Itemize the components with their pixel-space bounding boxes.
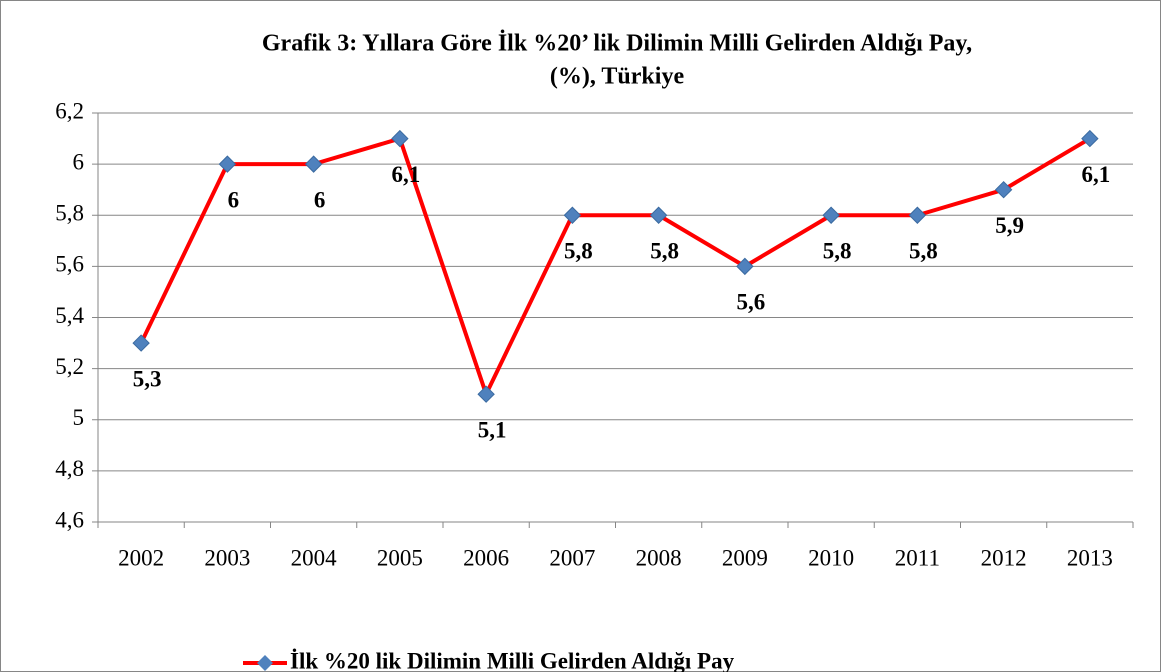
point-marker [736, 257, 754, 276]
y-tick-label: 4,6 [55, 507, 84, 532]
y-tick-label: 5,6 [55, 252, 84, 277]
point-marker [563, 206, 582, 224]
y-tick-label: 4,8 [55, 456, 84, 481]
y-tick-label: 5,2 [55, 354, 84, 379]
x-tick-label: 2010 [808, 545, 854, 570]
x-tick-label: 2009 [722, 545, 768, 570]
x-tick-label: 2011 [895, 545, 940, 570]
x-tick-label: 2012 [981, 545, 1027, 570]
x-tick-label: 2005 [377, 545, 423, 570]
x-tick-label: 2006 [463, 545, 509, 570]
point-marker [822, 206, 840, 224]
data-label: 5,8 [564, 239, 593, 264]
data-label: 5,6 [737, 290, 766, 315]
x-tick-label: 2003 [204, 545, 250, 570]
data-label: 6,1 [1082, 162, 1111, 187]
point-marker [391, 129, 409, 148]
data-label: 5,8 [650, 239, 679, 264]
data-label: 5,9 [995, 213, 1024, 238]
point-marker [994, 180, 1013, 199]
x-tick-label: 2004 [291, 545, 338, 570]
point-marker [908, 206, 927, 224]
point-marker [1081, 129, 1099, 148]
point-marker [304, 155, 323, 173]
x-tick-label: 2007 [549, 545, 595, 570]
legend-marker [257, 655, 273, 671]
data-label: 5,8 [823, 239, 852, 264]
y-tick-label: 5 [73, 405, 85, 430]
series-line [139, 136, 1091, 397]
chart-title: (%), Türkiye [550, 64, 685, 90]
y-tick-label: 5,8 [55, 201, 84, 226]
y-tick-label: 6,2 [55, 98, 84, 123]
data-label: 6 [228, 187, 240, 212]
x-tick-label: 2002 [118, 545, 164, 570]
x-tick-label: 2013 [1067, 545, 1113, 570]
point-marker [477, 385, 495, 403]
data-label: 6,1 [392, 162, 421, 187]
data-label: 5,8 [909, 239, 938, 264]
y-tick-label: 5,4 [55, 303, 84, 328]
y-tick-label: 6 [73, 149, 85, 174]
point-marker [132, 334, 150, 352]
data-label: 5,3 [133, 366, 162, 391]
chart-title: Grafik 3: Yıllara Göre İlk %20’ lik Dili… [262, 31, 972, 57]
point-marker [649, 206, 668, 224]
data-label: 5,1 [478, 417, 507, 442]
point-marker [218, 155, 237, 173]
x-tick-label: 2008 [636, 545, 682, 570]
legend-label: İlk %20 lik Dilimin Milli Gelirden Aldığ… [290, 648, 735, 672]
data-label: 6 [314, 187, 326, 212]
